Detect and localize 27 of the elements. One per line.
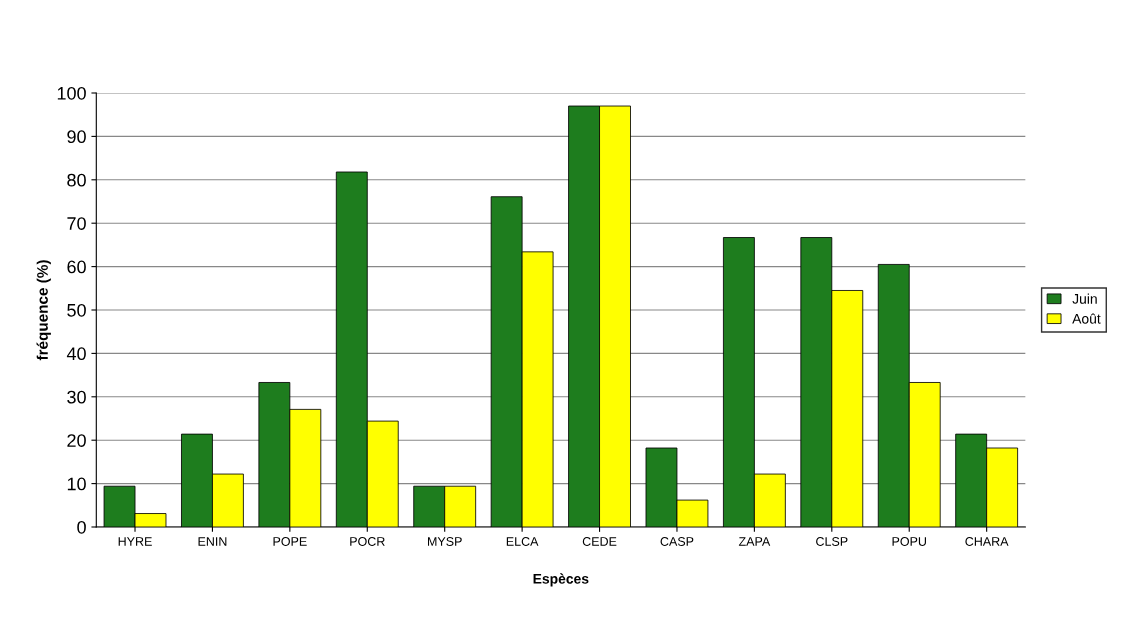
y-tick-label: 90 [67, 130, 86, 144]
x-tick-label: CLSP [816, 537, 848, 546]
y-axis-title: fréquence (%) [36, 260, 51, 361]
x-tick-label: CEDE [582, 537, 617, 546]
y-tick-label: 80 [67, 173, 86, 187]
y-tick-label: 10 [67, 477, 86, 491]
y-tick-label: 50 [67, 303, 86, 317]
x-tick-label: ELCA [506, 537, 539, 546]
y-tick-label: 20 [67, 434, 86, 447]
x-tick-label: MYSP [428, 537, 462, 546]
y-tick-label: 0 [77, 520, 86, 534]
x-tick-label: ZAPA [738, 537, 771, 546]
y-tick-label: 30 [67, 390, 86, 404]
x-tick-label: POPU [892, 537, 926, 546]
x-axis-title: Espèces [533, 573, 589, 587]
y-tick-label: 100 [57, 86, 86, 100]
y-tick-label: 40 [66, 347, 86, 361]
x-tick-label: CASP [660, 537, 694, 546]
y-tick-label: 70 [67, 217, 86, 230]
legend-label: Août [1072, 313, 1101, 324]
x-tick-label: CHARA [965, 537, 1009, 546]
y-tick-label: 60 [67, 260, 86, 274]
legend-label: Juin [1072, 293, 1097, 304]
x-tick-label: ENIN [198, 537, 227, 546]
x-tick-label: HYRE [118, 537, 152, 546]
x-tick-label: POPE [273, 537, 307, 546]
x-tick-label: POCR [350, 537, 385, 546]
